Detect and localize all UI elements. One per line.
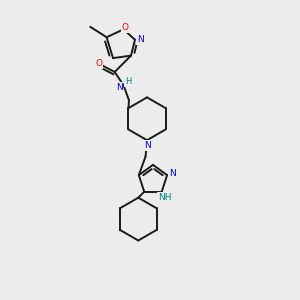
Text: O: O: [122, 23, 128, 32]
Text: N: N: [137, 35, 144, 44]
Text: NH: NH: [158, 193, 171, 202]
Text: N: N: [116, 83, 122, 92]
Text: H: H: [125, 77, 131, 86]
Text: N: N: [144, 141, 150, 150]
Text: N: N: [169, 169, 176, 178]
Text: O: O: [95, 59, 102, 68]
